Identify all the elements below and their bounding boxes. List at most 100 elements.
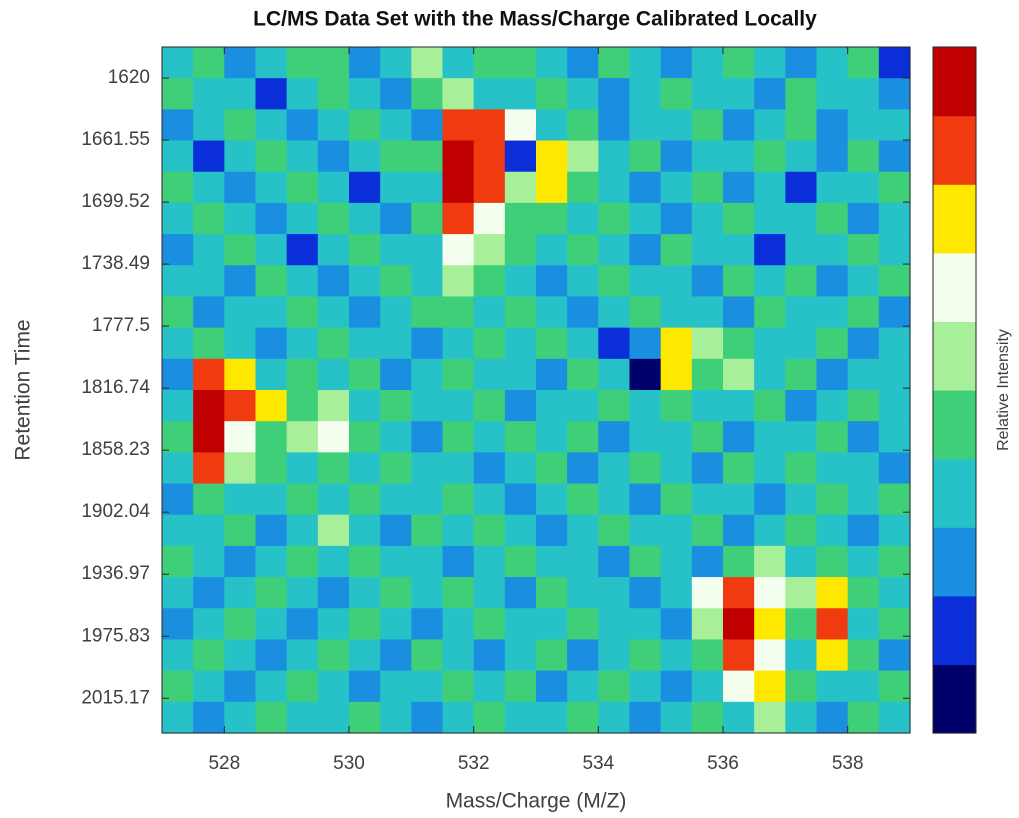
heatmap-cell [567, 140, 599, 173]
heatmap-cell [598, 577, 631, 609]
heatmap-cell [286, 577, 319, 609]
colorbar-swatch [933, 390, 976, 460]
heatmap-cell [224, 265, 257, 298]
heatmap-cell [754, 701, 786, 734]
heatmap-cell [629, 202, 662, 235]
heatmap-cell [255, 421, 288, 453]
heatmap-cell [473, 514, 506, 547]
heatmap-cell [785, 327, 818, 360]
heatmap-cell [536, 545, 568, 578]
heatmap-cell [660, 78, 693, 110]
heatmap-cell [878, 608, 911, 641]
heatmap-cell [754, 577, 786, 609]
heatmap-cell [224, 452, 257, 485]
heatmap-cell [691, 358, 724, 391]
heatmap-cell [380, 265, 412, 298]
heatmap-cell [255, 545, 288, 578]
heatmap-cell [317, 47, 350, 79]
heatmap-cell [286, 234, 319, 266]
heatmap-cell [193, 265, 225, 298]
heatmap-cell [411, 701, 444, 734]
heatmap-cell [660, 577, 693, 609]
heatmap-cell [598, 296, 631, 329]
heatmap-cell [536, 390, 568, 422]
heatmap-cell [785, 483, 818, 516]
colorbar-swatch [933, 321, 976, 391]
heatmap-cell [536, 327, 568, 360]
heatmap-cell [629, 234, 662, 266]
heatmap-cell [286, 452, 319, 485]
heatmap-cell [754, 47, 786, 79]
heatmap-cell [536, 109, 568, 142]
heatmap-cell [473, 358, 506, 391]
heatmap-cell [567, 452, 599, 485]
heatmap-cell [504, 577, 537, 609]
heatmap-cell [536, 234, 568, 266]
heatmap-cell [255, 639, 288, 672]
heatmap-cell [504, 265, 537, 298]
heatmap-cell [754, 202, 786, 235]
heatmap-cell [255, 140, 288, 173]
heatmap-cell [193, 296, 225, 329]
heatmap-cell [629, 327, 662, 360]
heatmap-cell [598, 358, 631, 391]
heatmap-cell [660, 327, 693, 360]
x-tick-label: 538 [832, 753, 864, 774]
heatmap-cell [816, 577, 849, 609]
heatmap-cell [816, 78, 849, 110]
heatmap-cell [224, 109, 257, 142]
heatmap-cell [691, 514, 724, 547]
heatmap-cell [567, 545, 599, 578]
heatmap-cell [629, 358, 662, 391]
heatmap-cell [754, 390, 786, 422]
heatmap-cell [473, 483, 506, 516]
heatmap-cell [224, 483, 257, 516]
heatmap-cell [536, 639, 568, 672]
heatmap-cell [598, 608, 631, 641]
heatmap-cell [816, 452, 849, 485]
heatmap-cell [878, 109, 911, 142]
heatmap-cell [349, 265, 381, 298]
heatmap-cell [878, 545, 911, 578]
heatmap-cell [349, 390, 381, 422]
heatmap-cell [816, 421, 849, 453]
heatmap-cell [317, 701, 350, 734]
heatmap-cell [442, 47, 475, 79]
heatmap-cell [380, 109, 412, 142]
heatmap-cell [847, 545, 880, 578]
heatmap-cell [878, 140, 911, 173]
heatmap-cell [723, 265, 755, 298]
heatmap-cell [504, 545, 537, 578]
colorbar-swatch [933, 252, 976, 322]
heatmap-cell [878, 483, 911, 516]
heatmap-cell [162, 670, 194, 703]
heatmap-cell [723, 577, 755, 609]
heatmap-cell [349, 140, 381, 173]
heatmap-cell [754, 296, 786, 329]
heatmap-cell [660, 202, 693, 235]
y-tick-label: 1936.97 [81, 563, 150, 584]
heatmap-cell [847, 358, 880, 391]
heatmap-cell [754, 265, 786, 298]
heatmap-cell [224, 140, 257, 173]
heatmap-cell [286, 390, 319, 422]
heatmap-cell [785, 514, 818, 547]
heatmap-cell [723, 390, 755, 422]
heatmap-cell [754, 545, 786, 578]
heatmap-cell [598, 545, 631, 578]
heatmap-cell [816, 47, 849, 79]
heatmap-cell [286, 109, 319, 142]
heatmap-cell [691, 265, 724, 298]
heatmap-cell [878, 514, 911, 547]
heatmap-cell [504, 78, 537, 110]
heatmap-cell [286, 701, 319, 734]
heatmap-cell [536, 140, 568, 173]
heatmap-cell [660, 545, 693, 578]
heatmap-cell [224, 47, 257, 79]
heatmap-cell [785, 577, 818, 609]
heatmap-cell [349, 171, 381, 204]
heatmap-cell [286, 296, 319, 329]
heatmap-cell [567, 421, 599, 453]
heatmap-cell [567, 78, 599, 110]
y-tick-label: 1661.55 [81, 129, 150, 150]
